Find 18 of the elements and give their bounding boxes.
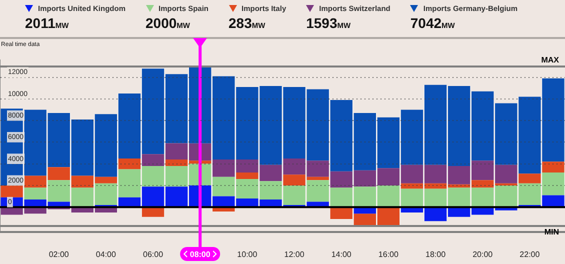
text: 283 xyxy=(228,15,252,31)
x-tick-label: 08:00 xyxy=(190,250,211,260)
x-tick-label: 10:00 xyxy=(237,250,258,260)
x-tick-label: 06:00 xyxy=(143,250,164,260)
x-tick-label: 02:00 xyxy=(48,250,70,260)
x-tick-label: 16:00 xyxy=(378,250,399,260)
ref-line-label: MIN xyxy=(544,227,560,236)
x-tick-label: 14:00 xyxy=(331,250,352,260)
text: 7042 xyxy=(410,15,442,31)
x-tick-label: 22:00 xyxy=(520,250,540,260)
text: 1593 xyxy=(306,15,338,31)
ref-line-label: MAX xyxy=(541,56,560,65)
x-tick-label: 12:00 xyxy=(284,250,305,260)
text: 2011 xyxy=(25,15,56,31)
x-tick-label: 20:00 xyxy=(472,250,494,260)
x-tick-label: 04:00 xyxy=(96,250,116,260)
text: 2000 xyxy=(146,15,177,31)
x-tick-label: 18:00 xyxy=(426,250,446,260)
